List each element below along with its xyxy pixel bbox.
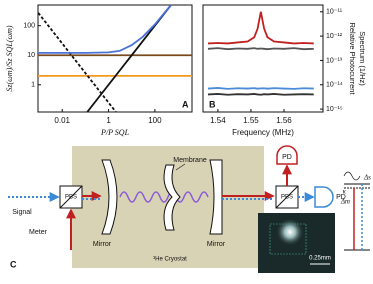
y-tick-label: 10 xyxy=(27,52,35,59)
membrane-outline xyxy=(269,223,307,255)
label: PBS xyxy=(281,195,293,201)
x-tick-label: 100 xyxy=(148,116,162,125)
label: Membrane xyxy=(173,157,207,164)
y-tick-label: 1 xyxy=(31,82,35,89)
diagram: Signal Meter PBS PBS Mirror Mirror Membr… xyxy=(8,145,371,273)
label: Mirror xyxy=(207,241,226,248)
label: Meter xyxy=(29,229,48,236)
cavity-line xyxy=(343,171,361,181)
panel-label: B xyxy=(209,99,216,109)
y-tick-label: 10⁻¹² xyxy=(326,33,343,40)
data-line xyxy=(207,87,314,90)
plot-frame xyxy=(202,4,324,113)
label: Δm xyxy=(340,198,350,206)
x-axis-label: Frequency (MHz) xyxy=(232,128,294,137)
y-tick-label: 10⁻¹¹ xyxy=(326,9,343,16)
x-tick-label: 1 xyxy=(106,116,111,125)
photodetector xyxy=(276,145,298,165)
y-tick-label: 100 xyxy=(23,23,35,30)
data-line xyxy=(207,11,314,45)
x-tick-label: 1.55 xyxy=(243,116,259,125)
pbs-split xyxy=(59,185,83,209)
data-line xyxy=(38,5,172,54)
label: Signal xyxy=(12,209,32,216)
y-axis-label: Spectrum (1/Hz) xyxy=(358,31,367,86)
label: 0.25mm xyxy=(309,256,331,262)
label: Mirror xyxy=(93,241,112,248)
label: Δs xyxy=(363,174,371,182)
label: ³He Cryostat xyxy=(153,257,187,263)
y-axis-label: Relative Photocurrent xyxy=(348,22,357,95)
label: κ xyxy=(343,188,347,196)
data-line xyxy=(207,93,314,96)
x-tick-label: 0.01 xyxy=(54,116,70,125)
mirror xyxy=(101,159,118,235)
x-tick-label: 1.56 xyxy=(276,116,292,125)
label: PD xyxy=(282,154,292,161)
mirror xyxy=(209,159,223,235)
pbs-split xyxy=(275,185,299,209)
y-tick-label: 10⁻¹⁵ xyxy=(326,106,343,113)
data-line xyxy=(38,11,117,112)
membrane xyxy=(163,164,181,231)
panel-label: C xyxy=(10,259,17,269)
x-tick-label: 1.54 xyxy=(210,116,226,125)
photodetector xyxy=(314,186,334,208)
plot-area xyxy=(38,5,192,112)
x-axis-label: P/P SQL xyxy=(100,128,130,137)
cavity-field xyxy=(119,191,209,203)
beam-spot xyxy=(276,218,304,246)
label: PBS xyxy=(65,195,77,201)
plot-area xyxy=(207,11,314,96)
y-tick-label: 10⁻¹⁴ xyxy=(326,82,343,89)
data-line xyxy=(207,47,314,51)
leader xyxy=(175,163,186,171)
panel-label: A xyxy=(182,99,189,109)
label: PD xyxy=(336,194,346,201)
y-axis-label: Sz(ωm)/Sz SQL(ωm) xyxy=(5,25,14,92)
plot-frame xyxy=(37,4,193,113)
y-tick-label: 10⁻¹³ xyxy=(326,57,343,64)
